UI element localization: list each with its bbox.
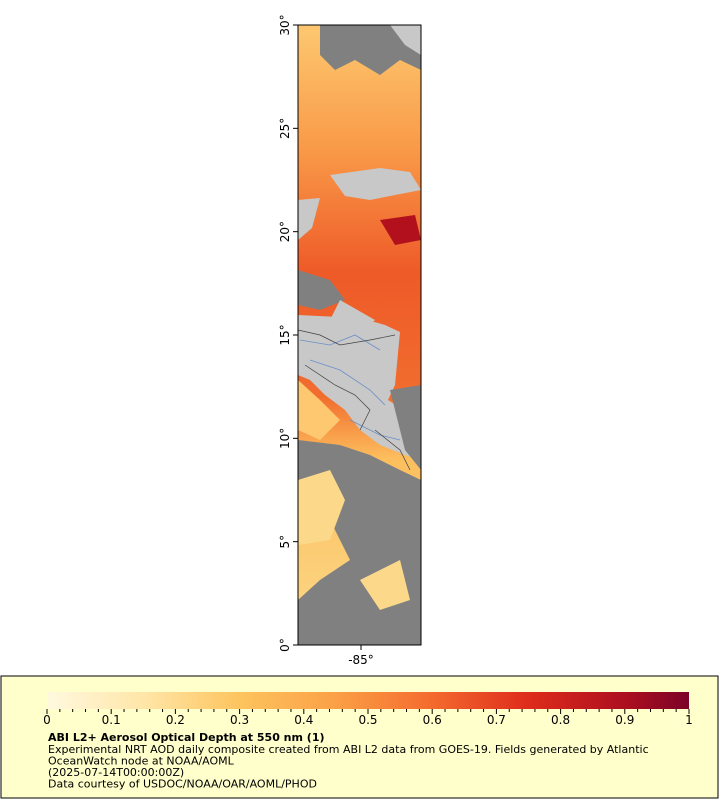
colorbar-tick-label: 0.2 [166,713,185,727]
colorbar-tick-label: 0.6 [423,713,442,727]
colorbar-tick-label: 0.5 [358,713,377,727]
colorbar-tick-label: 0.3 [230,713,249,727]
x-tick-label: -85° [348,653,374,667]
y-tick-label: 20° [278,221,292,242]
legend-title: ABI L2+ Aerosol Optical Depth at 550 nm … [48,731,325,744]
y-tick-label: 25° [278,118,292,139]
colorbar-tick-label: 0.7 [487,713,506,727]
colorbar-tick-label: 0.4 [294,713,313,727]
colorbar-tick-label: 1 [685,713,693,727]
colorbar [47,692,689,709]
y-tick-label: 15° [278,324,292,345]
y-tick-label: 30° [278,14,292,35]
colorbar-tick-label: 0.9 [615,713,634,727]
y-tick-label: 10° [278,428,292,449]
y-tick-label: 0° [278,638,292,652]
colorbar-tick-label: 0 [43,713,51,727]
aod-map [298,25,421,645]
legend-line: OceanWatch node at NOAA/AOML [48,755,235,768]
colorbar-tick-label: 0.8 [551,713,570,727]
colorbar-tick-label: 0.1 [102,713,121,727]
legend-line: Data courtesy of USDOC/NOAA/OAR/AOML/PHO… [48,778,317,791]
legend-line: (2025-07-14T00:00:00Z) [48,766,184,779]
y-tick-label: 5° [278,535,292,549]
legend-line: Experimental NRT AOD daily composite cre… [48,743,649,756]
